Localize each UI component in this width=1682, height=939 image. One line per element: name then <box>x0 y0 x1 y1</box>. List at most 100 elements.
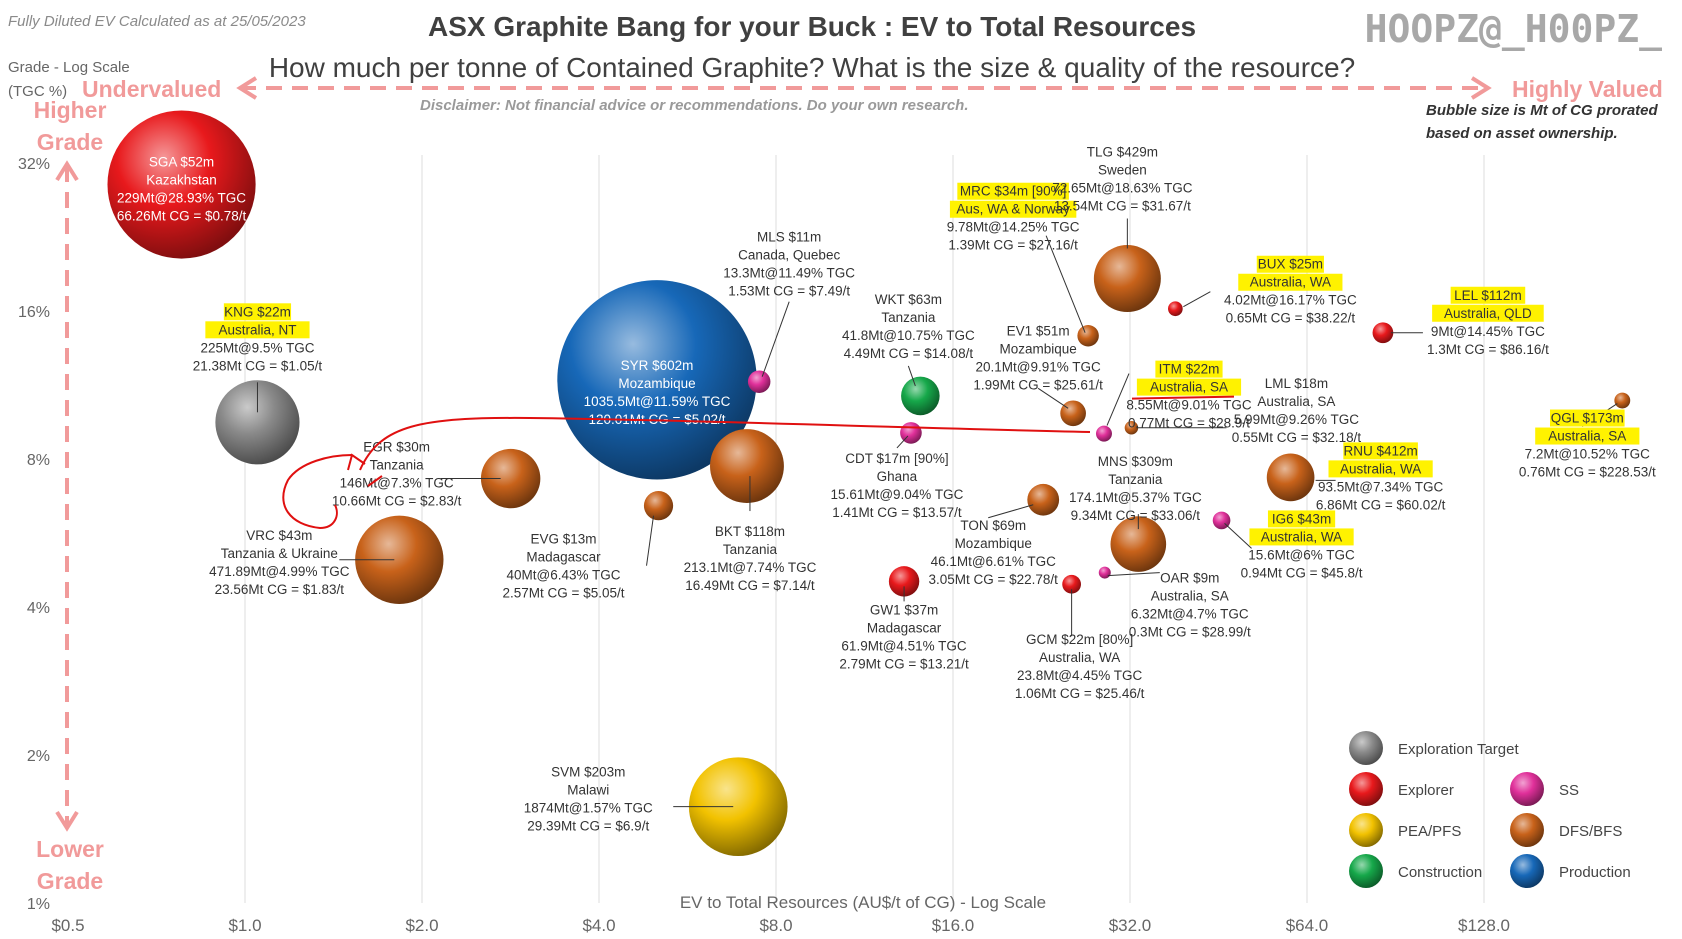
x-tick-label: $16.0 <box>932 916 975 935</box>
x-tick-label: $4.0 <box>582 916 615 935</box>
bubble-lel <box>1372 322 1394 344</box>
bubble-itm <box>1095 425 1112 442</box>
bubble-tlg <box>1093 245 1161 312</box>
label-line: BKT $118m <box>715 524 785 539</box>
label-line: 4.49Mt CG = $14.08/t <box>844 346 974 361</box>
legend-item: DFS/BFS <box>1510 813 1622 847</box>
label-line: Australia, WA <box>1250 275 1331 290</box>
label-line: Tanzania & Ukraine <box>221 546 338 561</box>
label-line: 5.99Mt@9.26% TGC <box>1234 412 1360 427</box>
label-line: 6.32Mt@4.7% TGC <box>1131 607 1249 622</box>
bubble-vrc <box>355 515 444 604</box>
bubble-label-wkt: WKT $63m Tanzania 41.8Mt@10.75% TGC 4.49Mt … <box>842 292 975 361</box>
x-tick-label: $32.0 <box>1109 916 1152 935</box>
chart-title: ASX Graphite Bang for your Buck : EV to … <box>428 11 1196 42</box>
lower-grade-label-2: Grade <box>37 868 103 894</box>
bubble-svm <box>688 757 788 857</box>
label-line: Tanzania <box>370 458 425 473</box>
label-line: MRC $34m [90%] <box>960 184 1067 199</box>
bubble-label-bux: BUX $25m Australia, WA 4.02Mt@16.17% TGC 0.… <box>1224 255 1357 326</box>
bubble-egr <box>480 448 541 509</box>
bubble-kng <box>215 380 300 465</box>
bubble-label-gw1: GW1 $37m Madagascar 61.9Mt@4.51% TGC 2.79Mt… <box>839 602 969 671</box>
label-line: 13.54Mt CG = $31.67/t <box>1054 199 1191 214</box>
x-axis-ticks: $0.5 $1.0 $2.0 $4.0 $8.0 $16.0 $32.0 $64.0 $128.… <box>51 916 1510 935</box>
label-line: Australia, NT <box>218 322 296 337</box>
label-line: 9Mt@14.45% TGC <box>1431 324 1545 339</box>
label-line: EGR $30m <box>363 440 430 455</box>
label-line: 66.26Mt CG = $0.78/t <box>117 209 247 224</box>
label-line: ITM $22m <box>1159 362 1220 377</box>
bubble-mns <box>1110 516 1167 572</box>
bubble-label-ev1: EV1 $51m Mozambique 20.1Mt@9.91% TGC 1.99Mt… <box>973 323 1103 392</box>
label-line: 0.65Mt CG = $38.22/t <box>1226 311 1356 326</box>
hand-underline <box>1131 395 1235 400</box>
label-line: 213.1Mt@7.74% TGC <box>684 560 817 575</box>
label-line: WKT $63m <box>875 292 942 307</box>
y-axis-ticks: 1% 2% 4% 8% 16% 32% <box>18 156 50 913</box>
legend-swatch <box>1349 813 1383 847</box>
label-line: 15.6Mt@6% TGC <box>1248 547 1355 562</box>
bubble-label-mls: MLS $11m Canada, Quebec 13.3Mt@11.49% TGC 1… <box>723 230 855 299</box>
label-line: 7.2Mt@10.52% TGC <box>1525 447 1651 462</box>
label-highlight <box>1267 510 1336 528</box>
label-line: Australia, SA <box>1151 589 1229 604</box>
label-line: TON $69m <box>960 518 1026 533</box>
label-line: 0.76Mt CG = $228.53/t <box>1519 465 1656 480</box>
bubble-evg <box>643 491 674 521</box>
label-line: Australia, WA <box>1039 650 1120 665</box>
x-tick-label: $128.0 <box>1458 916 1510 935</box>
label-line: RNU $412m <box>1343 443 1417 458</box>
label-line: 46.1Mt@6.61% TGC <box>931 554 1057 569</box>
disclaimer: Disclaimer: Not financial advice or reco… <box>420 97 969 114</box>
legend: Exploration Target Explorer SS PEA/PFS DFS/B… <box>1349 731 1631 888</box>
label-line: MLS $11m <box>757 230 821 245</box>
x-tick-label: $8.0 <box>759 916 792 935</box>
legend-swatch <box>1510 854 1544 888</box>
label-line: Mozambique <box>618 376 695 391</box>
label-line: Madagascar <box>526 550 601 565</box>
grade-direction-guide: Higher Grade Lower Grade <box>34 97 107 894</box>
label-line: SYR $602m <box>621 358 694 373</box>
legend-label: PEA/PFS <box>1398 823 1461 840</box>
label-line: 1.3Mt CG = $86.16/t <box>1427 342 1549 357</box>
label-line: LEL $112m <box>1454 288 1522 303</box>
label-highlight <box>223 303 292 321</box>
label-highlight <box>1155 360 1223 378</box>
bubble-oar <box>1098 566 1111 579</box>
chart-subtitle: How much per tonne of Contained Graphite… <box>269 52 1355 83</box>
legend-swatch <box>1349 772 1383 806</box>
leader-line <box>896 435 909 449</box>
bubble-gcm <box>1062 574 1081 594</box>
y-tick-label: 2% <box>27 748 50 765</box>
bubble-ev1 <box>1060 400 1086 427</box>
legend-label: Exploration Target <box>1398 741 1519 758</box>
label-line: GW1 $37m <box>870 602 938 617</box>
bubble-sga <box>107 110 256 259</box>
label-line: 9.78Mt@14.25% TGC <box>947 220 1080 235</box>
leader-line <box>988 504 1034 519</box>
label-line: 61.9Mt@4.51% TGC <box>841 638 967 653</box>
bubble-label-qgl: QGL $173m Australia, SA 7.2Mt@10.52% TGC 0.… <box>1519 409 1656 480</box>
bubble-label-mrc: MRC $34m [90%] Aus, WA & Norway 9.78Mt@14.… <box>947 182 1080 253</box>
leader-line <box>1224 523 1252 549</box>
bubble-label-mns: MNS $309m Tanzania 174.1Mt@5.37% TGC 9.34Mt… <box>1069 454 1202 523</box>
label-highlight <box>1450 286 1526 304</box>
label-line: IG6 $43m <box>1272 511 1331 526</box>
label-line: BUX $25m <box>1258 257 1323 272</box>
label-line: Sweden <box>1098 163 1147 178</box>
leader-line <box>1106 373 1130 426</box>
label-highlight <box>949 200 1077 218</box>
label-highlight <box>1136 378 1242 396</box>
bubble-label-cdt: CDT $17m [90%] Ghana 15.61Mt@9.04% TGC 1.41… <box>831 451 964 520</box>
label-line: Tanzania <box>723 542 778 557</box>
label-line: Australia, SA <box>1257 394 1335 409</box>
leader-line <box>761 301 790 377</box>
bubble-mrc <box>1077 325 1099 347</box>
label-line: 1.41Mt CG = $13.57/t <box>832 505 962 520</box>
label-line: Australia, QLD <box>1444 306 1532 321</box>
label-highlight <box>1328 460 1433 478</box>
x-axis-label: EV to Total Resources (AU$/t of CG) - Lo… <box>680 893 1046 912</box>
label-line: Tanzania <box>1108 472 1163 487</box>
